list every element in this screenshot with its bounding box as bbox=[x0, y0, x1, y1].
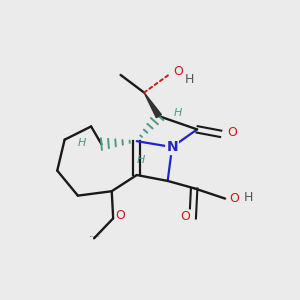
Polygon shape bbox=[144, 93, 161, 118]
Text: H: H bbox=[185, 73, 194, 86]
Text: O: O bbox=[227, 126, 237, 139]
Text: O: O bbox=[173, 65, 183, 79]
Text: H: H bbox=[137, 155, 146, 165]
Text: methoxy: methoxy bbox=[89, 236, 96, 238]
Text: H: H bbox=[243, 190, 253, 204]
Text: O: O bbox=[229, 192, 239, 205]
Text: H: H bbox=[174, 108, 182, 118]
Text: N: N bbox=[166, 140, 178, 154]
Text: H: H bbox=[78, 138, 86, 148]
Text: O: O bbox=[180, 210, 190, 223]
Text: methoxy: methoxy bbox=[94, 236, 100, 237]
Text: O: O bbox=[116, 209, 125, 222]
